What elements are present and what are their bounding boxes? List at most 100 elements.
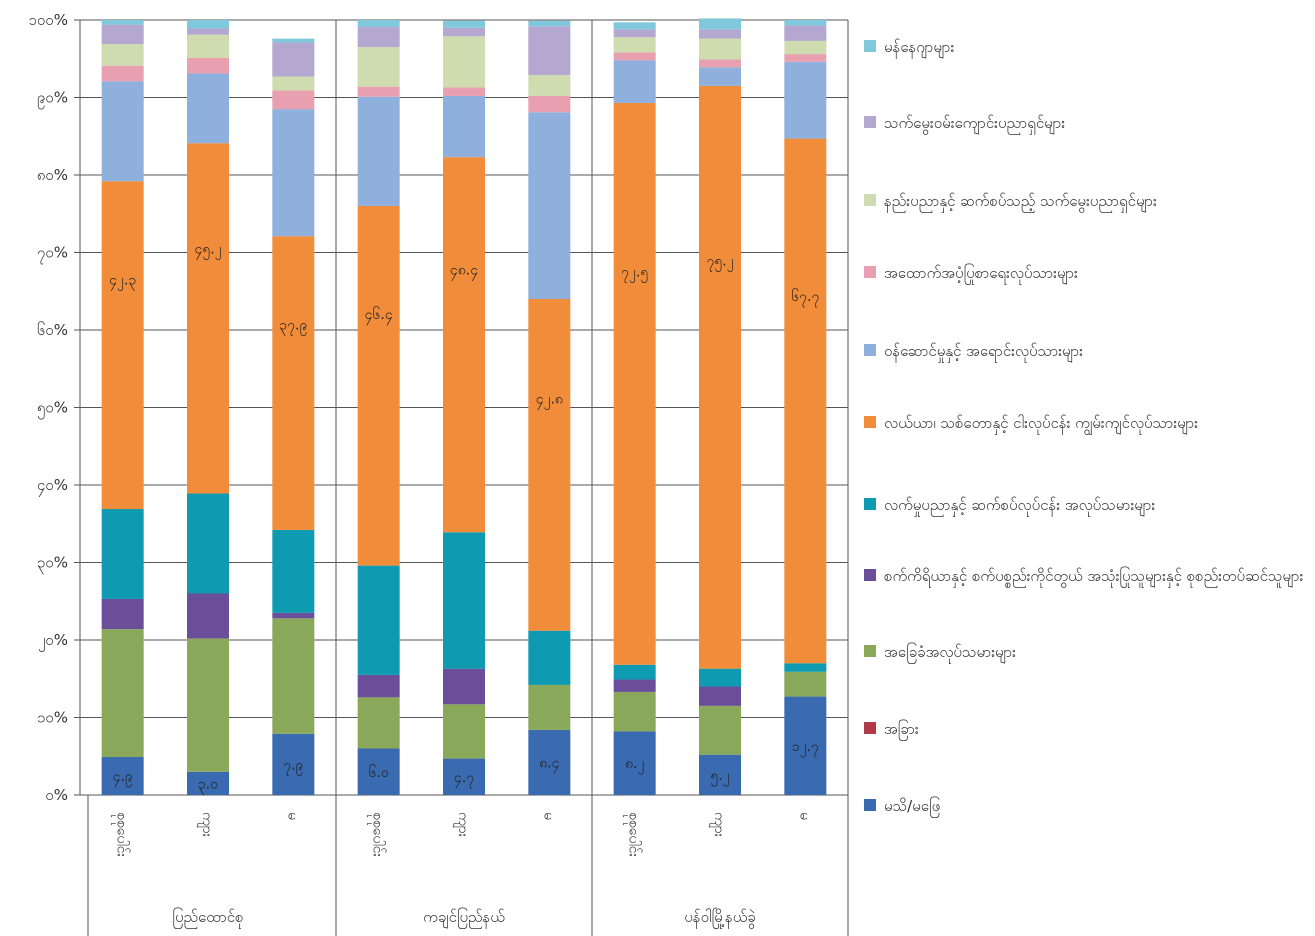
group-label: ပြည်ထောင်စု xyxy=(172,907,243,929)
legend-item: အထောက်အပံ့ပြုစာရေးလုပ်သားများ xyxy=(864,262,1314,284)
group-label: ကချင်ပြည်နယ် xyxy=(423,907,505,929)
data-label: ၇.၉ xyxy=(283,757,303,775)
data-labels: ၄.၉ ၃.၀ ၇.၉ ၆.၀ ၄.၇ ၈.၄ ၈.၂၅.၂ ၁၂.၇ ၄၂.၃ ၄၅.၂၃၇.၉… xyxy=(109,241,819,794)
bar-segment xyxy=(187,57,229,74)
y-tick-label: ၃၀% xyxy=(37,554,68,575)
bar-segment xyxy=(528,26,571,76)
bar-segment xyxy=(528,630,571,685)
bar-segment xyxy=(528,112,571,299)
bar-segment xyxy=(187,20,229,29)
bar-segment xyxy=(101,181,144,510)
legend-label: လက်မှုပညာနှင့် ဆက်စပ်လုပ်ငန်း အလုပ်သမားမ… xyxy=(884,496,1156,514)
bar-segment xyxy=(528,75,571,96)
bar-segment xyxy=(443,758,485,795)
legend-label: အခြေခံအလုပ်သမားများ xyxy=(884,643,1016,661)
legend-label: မန်နေဂျာများ xyxy=(884,38,955,56)
bar-segment xyxy=(613,60,656,103)
legend-item: လယ်ယာ၊ သစ်တောနှင့် ငါးလုပ်ငန်း ကျွမ်းကျင… xyxy=(864,412,1314,434)
bar-segment xyxy=(101,757,144,795)
legend-label: စက်ကိရိယာနှင့် စက်ပစ္စည်းကိုင်တွယ် အသုံး… xyxy=(884,567,1304,585)
category-label: စုစုပေါင်း xyxy=(624,812,642,858)
bar-segment xyxy=(784,663,827,672)
bar-segment xyxy=(528,729,571,795)
bar-segment xyxy=(699,59,741,68)
bar-segment xyxy=(357,86,400,97)
bar-segment xyxy=(784,25,827,41)
bar-segment xyxy=(443,157,485,533)
legend-item: ဝန်ဆောင်မှုနှင့် အရောင်းလုပ်သားများ xyxy=(864,340,1314,362)
bar-segment xyxy=(272,42,315,77)
bar-segment xyxy=(443,668,485,705)
y-tick-label: ၉၀% xyxy=(37,89,68,110)
bar-segment xyxy=(784,696,827,795)
bar-segment xyxy=(613,691,656,732)
bar-segment xyxy=(272,38,315,43)
data-label: ၇၂.၅ xyxy=(621,264,648,282)
bar-segment xyxy=(187,771,229,795)
y-tick-label: ၈၀% xyxy=(37,166,68,184)
bar-segment xyxy=(272,236,315,530)
bar-segment xyxy=(357,674,400,698)
bar-segment xyxy=(357,206,400,566)
legend-swatch xyxy=(864,266,876,278)
legend-swatch xyxy=(864,40,876,52)
bar-segment xyxy=(187,28,229,35)
legend-item: စက်ကိရိယာနှင့် စက်ပစ္စည်းကိုင်တွယ် အသုံး… xyxy=(864,565,1314,587)
bar-segment xyxy=(101,509,144,599)
bar-segment xyxy=(699,67,741,86)
legend-label: လယ်ယာ၊ သစ်တောနှင့် ငါးလုပ်ငန်း ကျွမ်းကျင… xyxy=(884,414,1198,432)
legend-item: မသိ/မဖြေ xyxy=(864,795,1314,817)
category-label: မ xyxy=(540,812,556,820)
legend-label: အခြား xyxy=(884,720,919,738)
legend-item: နည်းပညာနှင့် ဆက်စပ်သည့် သက်မွေးပညာရှင်မျ… xyxy=(864,190,1314,212)
category-label: ကျား xyxy=(709,812,727,838)
bar-segment xyxy=(613,22,656,30)
bar-segment xyxy=(699,18,741,30)
y-tick-label: ၂၀% xyxy=(38,631,68,652)
category-label: မ xyxy=(796,812,812,820)
bar-segment xyxy=(699,705,741,755)
category-label: ကျား xyxy=(453,812,471,838)
bar-segment xyxy=(613,37,656,53)
bar-segment xyxy=(101,629,144,758)
bar-segment xyxy=(357,47,400,87)
legend-item: လက်မှုပညာနှင့် ဆက်စပ်လုပ်ငန်း အလုပ်သမားမ… xyxy=(864,494,1314,516)
y-tick-label: ၆၀% xyxy=(37,321,68,339)
data-label: ၄၅.၂ xyxy=(194,241,221,259)
bar-segment xyxy=(443,704,485,759)
bar-segment xyxy=(272,76,315,91)
legend-label: မသိ/မဖြေ xyxy=(884,797,941,815)
category-label: စုစုပေါင်း xyxy=(368,812,386,858)
bar-segment xyxy=(101,44,144,66)
y-tick-label: ၁၀% xyxy=(37,709,68,727)
bar-segment xyxy=(443,87,485,96)
legend-swatch xyxy=(864,799,876,811)
legend-item: မန်နေဂျာများ xyxy=(864,36,1314,58)
y-tick-label: ၇၀% xyxy=(37,244,68,265)
bar-segment xyxy=(699,686,741,706)
bar-segment xyxy=(272,109,315,237)
bar-segment xyxy=(443,95,485,158)
bars xyxy=(101,18,827,795)
bar-segment xyxy=(613,664,656,680)
bar-segment xyxy=(784,20,827,26)
bar-segment xyxy=(699,38,741,60)
data-label: ၄၂.၈ xyxy=(536,392,563,410)
bar-segment xyxy=(613,731,656,795)
legend-swatch xyxy=(864,722,876,734)
bar-segment xyxy=(443,36,485,88)
bar-segment xyxy=(613,29,656,38)
bar-segment xyxy=(357,26,400,48)
bar-segment xyxy=(101,81,144,182)
bar-segment xyxy=(272,529,315,613)
legend-swatch xyxy=(864,645,876,657)
bar-segment xyxy=(784,671,827,697)
legend-item: အခြေခံအလုပ်သမားများ xyxy=(864,641,1314,663)
data-label: ၅.၂ xyxy=(710,768,729,786)
data-label: ၃၇.၉ xyxy=(279,317,307,335)
legend: မန်နေဂျာများသက်မွေးဝမ်းကျောင်းပညာရှင်မျာ… xyxy=(864,0,1314,936)
legend-swatch xyxy=(864,416,876,428)
axes: ၀% ၁၀% ၂၀% ၃၀% ၄၀% ၅၀% ၆၀% ၇၀% ၈၀% ၉၀% ၁၀၀% စုစုပေါ… xyxy=(28,11,849,936)
legend-label: သက်မွေးဝမ်းကျောင်းပညာရှင်များ xyxy=(884,114,1066,132)
bar-segment xyxy=(357,96,400,206)
